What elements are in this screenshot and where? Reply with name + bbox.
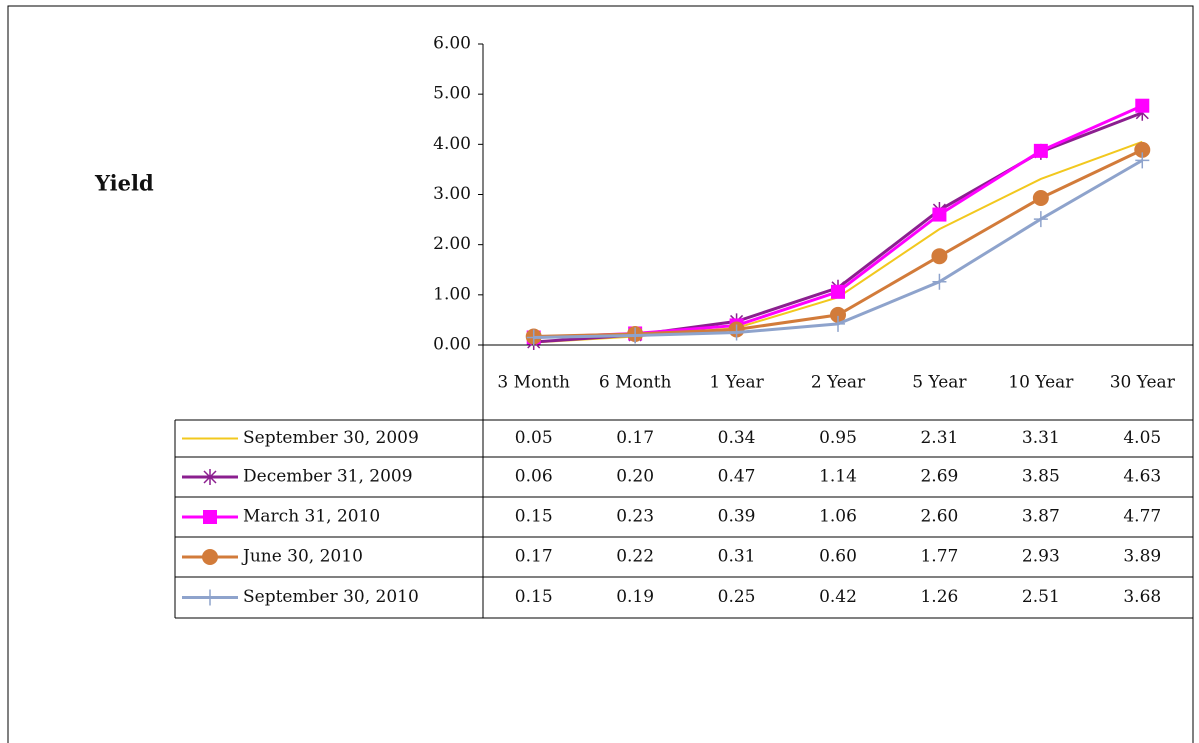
table-value: 3.68 bbox=[1123, 587, 1161, 607]
x-tick-label: 2 Year bbox=[811, 373, 866, 393]
x-tick-label: 6 Month bbox=[599, 373, 672, 393]
table-value: 4.05 bbox=[1123, 428, 1161, 448]
table-value: 3.89 bbox=[1123, 547, 1161, 567]
table-value: 0.15 bbox=[515, 587, 553, 607]
legend-marker bbox=[203, 589, 217, 606]
marker bbox=[729, 324, 744, 341]
marker bbox=[831, 315, 845, 332]
table-value: 0.20 bbox=[616, 467, 654, 487]
table-value: 0.15 bbox=[515, 507, 553, 527]
x-tick-label: 1 Year bbox=[709, 373, 764, 393]
table-value: 4.63 bbox=[1123, 467, 1161, 487]
y-tick-label: 4.00 bbox=[433, 134, 471, 154]
table-value: 1.14 bbox=[819, 467, 857, 487]
table-value: 1.06 bbox=[819, 507, 857, 527]
legend-label: December 31, 2009 bbox=[243, 467, 413, 487]
marker bbox=[830, 306, 846, 323]
table-value: 0.05 bbox=[515, 428, 553, 448]
marker bbox=[932, 207, 947, 222]
legend-label: September 30, 2009 bbox=[243, 428, 419, 448]
table-value: 2.51 bbox=[1022, 587, 1060, 607]
table-value: 0.19 bbox=[616, 587, 654, 607]
table-value: 0.95 bbox=[819, 428, 857, 448]
y-tick-label: 6.00 bbox=[433, 34, 471, 54]
table-value: 0.34 bbox=[718, 428, 756, 448]
table-value: 3.87 bbox=[1022, 507, 1060, 527]
marker bbox=[831, 284, 845, 299]
y-tick-label: 1.00 bbox=[433, 284, 471, 304]
legend-marker bbox=[202, 549, 218, 565]
marker bbox=[1033, 143, 1048, 158]
table-value: 2.60 bbox=[920, 507, 958, 527]
table-value: 2.31 bbox=[920, 428, 958, 448]
table-value: 0.23 bbox=[616, 507, 654, 527]
marker bbox=[526, 329, 541, 346]
table-value: 2.93 bbox=[1022, 547, 1060, 567]
table-value: 0.22 bbox=[616, 547, 654, 567]
marker bbox=[1033, 211, 1048, 228]
table-value: 0.47 bbox=[718, 467, 756, 487]
x-tick-label: 5 Year bbox=[912, 373, 967, 393]
table-value: 0.60 bbox=[819, 547, 857, 567]
table-value: 3.85 bbox=[1022, 467, 1060, 487]
table-value: 3.31 bbox=[1022, 428, 1060, 448]
table-value: 2.69 bbox=[920, 467, 958, 487]
y-tick-label: 2.00 bbox=[433, 234, 471, 254]
marker bbox=[628, 327, 643, 344]
table-value: 1.77 bbox=[920, 547, 958, 567]
legend-label: June 30, 2010 bbox=[241, 547, 363, 567]
table-value: 0.25 bbox=[718, 587, 756, 607]
legend-marker bbox=[203, 469, 217, 485]
y-tick-label: 5.00 bbox=[433, 84, 471, 104]
series-line bbox=[533, 104, 1143, 339]
table-value: 0.17 bbox=[616, 428, 654, 448]
y-tick-label: 0.00 bbox=[433, 335, 471, 355]
table-value: 0.39 bbox=[718, 507, 756, 527]
x-tick-label: 3 Month bbox=[497, 373, 570, 393]
marker bbox=[1134, 141, 1151, 158]
y-tick-label: 3.00 bbox=[433, 184, 471, 204]
table-value: 0.17 bbox=[515, 547, 553, 567]
legend-label: March 31, 2010 bbox=[243, 507, 380, 527]
table-value: 0.42 bbox=[819, 587, 857, 607]
table-value: 4.77 bbox=[1123, 507, 1161, 527]
marker bbox=[1032, 190, 1049, 207]
x-tick-label: 30 Year bbox=[1110, 373, 1176, 393]
marker bbox=[1135, 98, 1150, 113]
marker bbox=[932, 273, 947, 290]
legend-label: September 30, 2010 bbox=[243, 587, 419, 607]
marker bbox=[931, 248, 948, 265]
marker bbox=[1135, 152, 1150, 169]
legend-marker bbox=[203, 510, 217, 524]
table-value: 0.06 bbox=[515, 467, 553, 487]
y-axis-label: Yield bbox=[94, 171, 154, 196]
table-value: 1.26 bbox=[920, 587, 958, 607]
table-value: 0.31 bbox=[718, 547, 756, 567]
x-tick-label: 10 Year bbox=[1008, 373, 1074, 393]
